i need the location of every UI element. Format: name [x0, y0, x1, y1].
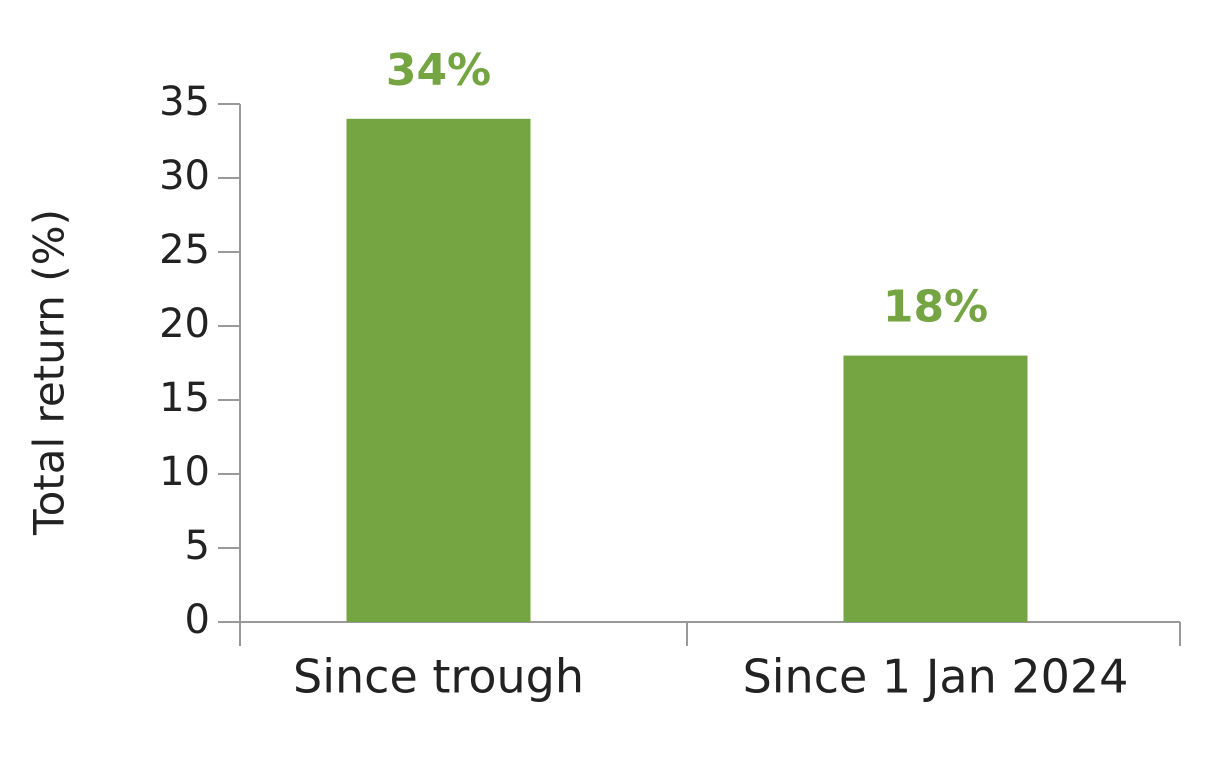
y-tick-label: 15	[159, 375, 210, 421]
y-tick-label: 35	[159, 79, 210, 125]
value-label: 18%	[883, 282, 988, 333]
x-tick-label: Since 1 Jan 2024	[743, 650, 1129, 704]
bar	[346, 118, 531, 623]
y-tick-label: 20	[159, 301, 210, 347]
y-tick-label: 30	[159, 153, 210, 199]
y-axis-title: Total return (%)	[25, 209, 74, 536]
y-tick-label: 5	[185, 523, 210, 569]
x-tick-label: Since trough	[293, 650, 584, 704]
y-tick-label: 10	[159, 449, 210, 495]
y-tick-label: 0	[185, 597, 210, 643]
y-tick-label: 25	[159, 227, 210, 273]
bar	[843, 355, 1028, 622]
value-label: 34%	[386, 45, 491, 96]
